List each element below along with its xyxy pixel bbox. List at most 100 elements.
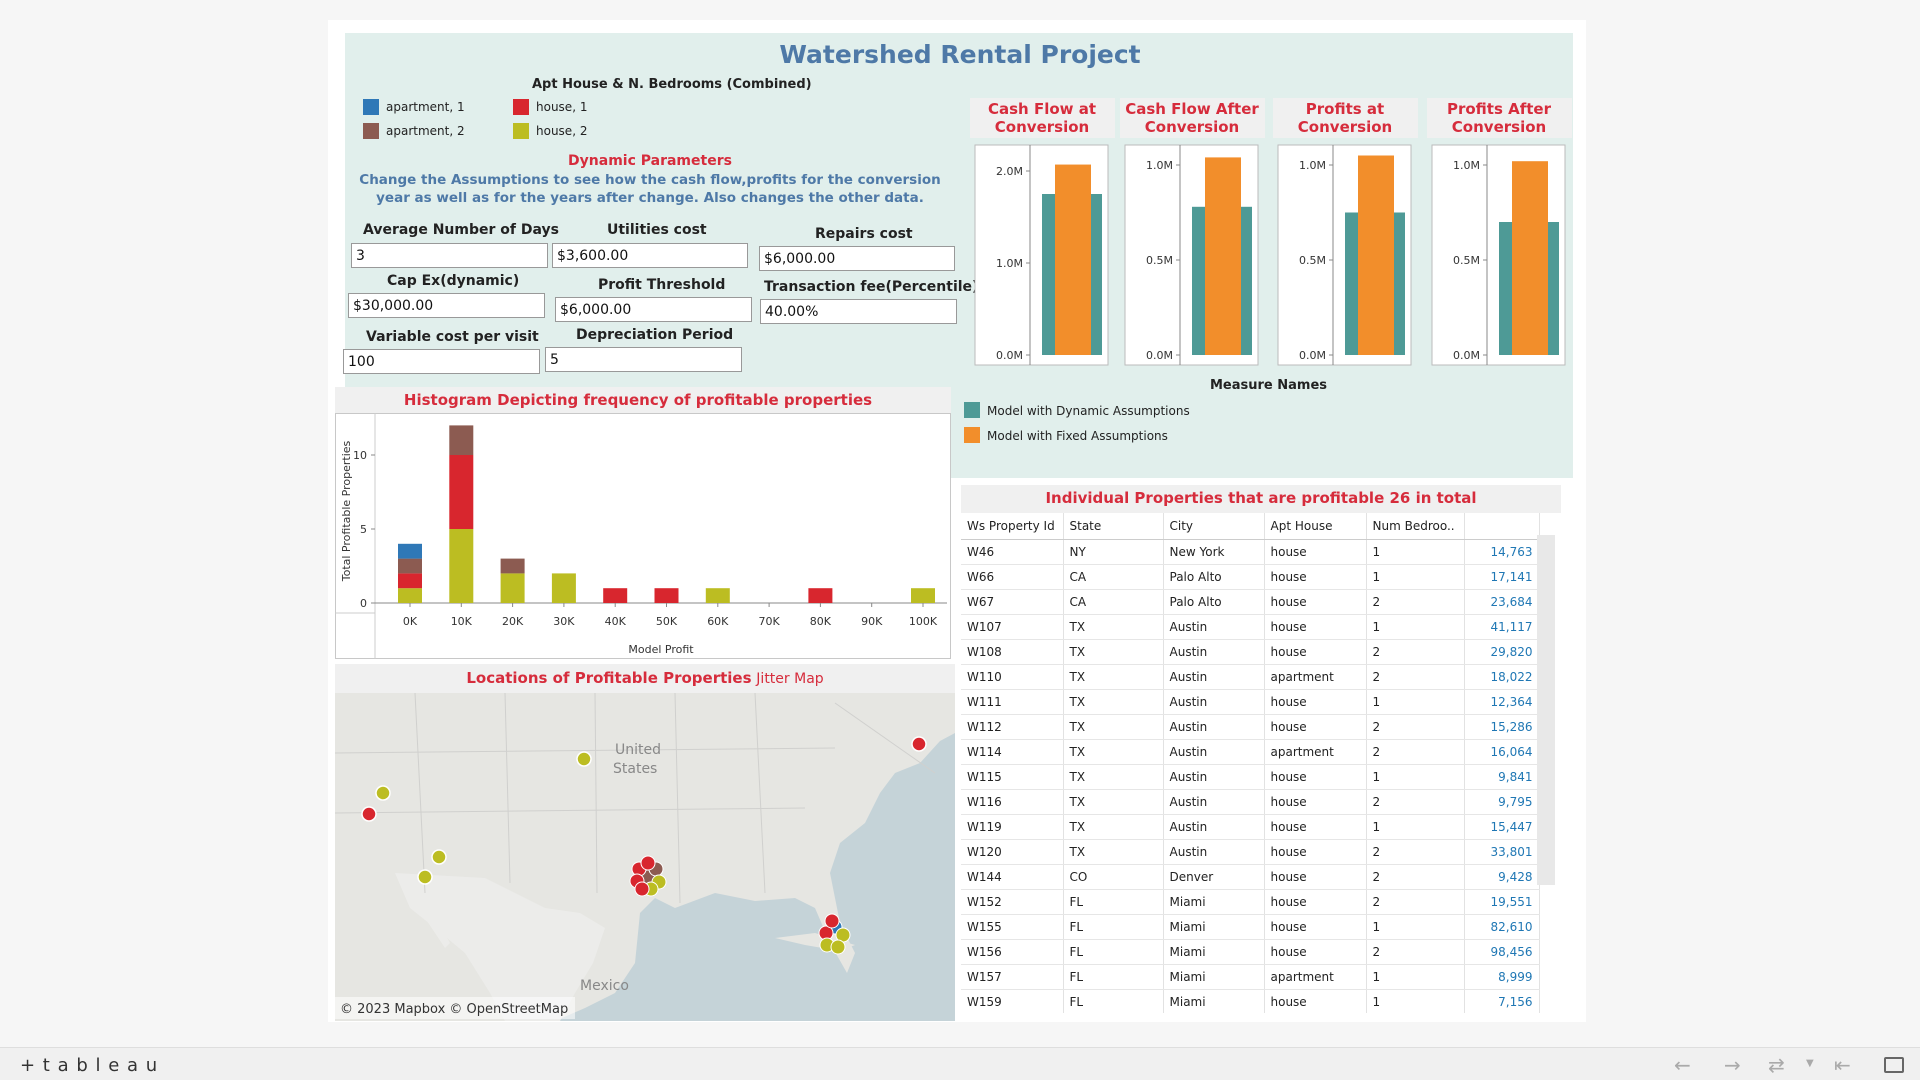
table-row[interactable]: W107 TX Austin house 1 41,117 bbox=[961, 614, 1540, 640]
legend-swatch-apartment-2[interactable] bbox=[363, 123, 379, 139]
header-state[interactable]: State bbox=[1063, 513, 1164, 540]
table-row[interactable]: W159 FL Miami house 1 7,156 bbox=[961, 989, 1540, 1013]
histogram-bar-segment[interactable] bbox=[449, 425, 474, 455]
map-attribution[interactable]: © 2023 Mapbox © OpenStreetMap bbox=[340, 1002, 568, 1017]
repairs-cost-input[interactable] bbox=[759, 246, 955, 271]
land-baja bbox=[413, 878, 450, 948]
variable-cost-input[interactable] bbox=[343, 349, 540, 374]
histogram-bar-segment[interactable] bbox=[603, 588, 628, 603]
table-row[interactable]: W120 TX Austin house 2 33,801 bbox=[961, 839, 1540, 865]
map-point-ca-1[interactable] bbox=[375, 785, 391, 801]
properties-table-container[interactable]: Ws Property Id State City Apt House Num … bbox=[961, 513, 1559, 1013]
legend-swatch-fixed[interactable] bbox=[964, 427, 980, 443]
legend-swatch-dynamic[interactable] bbox=[964, 402, 980, 418]
utilities-cost-input[interactable] bbox=[552, 243, 748, 268]
histogram-chart[interactable]: 10 5 0 Total Profitable Properties Model Pro… bbox=[335, 413, 951, 659]
table-cell: 1 bbox=[1366, 564, 1465, 590]
table-row[interactable]: W110 TX Austin apartment 2 18,022 bbox=[961, 664, 1540, 690]
map-cluster-miami[interactable] bbox=[818, 913, 851, 955]
transaction-fee-input[interactable] bbox=[760, 299, 957, 324]
capex-input[interactable] bbox=[348, 293, 545, 318]
table-row[interactable]: W108 TX Austin house 2 29,820 bbox=[961, 639, 1540, 665]
histogram-bar-segment[interactable] bbox=[911, 588, 935, 603]
fullscreen-icon[interactable] bbox=[1884, 1057, 1904, 1073]
header-num-bedrooms[interactable]: Num Bedroo.. bbox=[1366, 513, 1465, 540]
legend-label-house-2[interactable]: house, 2 bbox=[536, 124, 588, 138]
histogram-bar-segment[interactable] bbox=[654, 588, 679, 603]
histogram-bar-segment[interactable] bbox=[398, 543, 422, 559]
histogram-bar-segment[interactable] bbox=[449, 455, 474, 529]
histogram-title: Histogram Depicting frequency of profita… bbox=[403, 391, 873, 409]
depreciation-input[interactable] bbox=[545, 347, 742, 372]
histogram-bar-segment[interactable] bbox=[808, 588, 833, 603]
map-point-denver[interactable] bbox=[576, 751, 592, 767]
histogram-bar-segment[interactable] bbox=[398, 558, 422, 574]
legend-label-fixed[interactable]: Model with Fixed Assumptions bbox=[987, 429, 1168, 443]
table-row[interactable]: W111 TX Austin house 1 12,364 bbox=[961, 689, 1540, 715]
table-row[interactable]: W152 FL Miami house 2 19,551 bbox=[961, 889, 1540, 915]
table-row[interactable]: W144 CO Denver house 2 9,428 bbox=[961, 864, 1540, 890]
reset-icon[interactable]: ⇤ bbox=[1834, 1053, 1851, 1077]
map-canvas[interactable]: United States Mexico bbox=[335, 693, 955, 1021]
table-cell: TX bbox=[1063, 614, 1164, 640]
legend-swatch-apartment-1[interactable] bbox=[363, 99, 379, 115]
histogram-bar-segment[interactable] bbox=[500, 558, 525, 574]
map-point-new-york[interactable] bbox=[911, 736, 927, 752]
profit-threshold-input[interactable] bbox=[555, 297, 752, 322]
histogram-bar-segment[interactable] bbox=[551, 573, 576, 603]
histogram-bar-segment[interactable] bbox=[449, 529, 474, 603]
revert-icon[interactable]: ⇄ bbox=[1768, 1053, 1785, 1077]
table-cell-value: 18,022 bbox=[1463, 664, 1540, 690]
header-apt-house[interactable]: Apt House bbox=[1264, 513, 1367, 540]
legend-label-apartment-1[interactable]: apartment, 1 bbox=[386, 100, 465, 114]
mini-bar-fixed[interactable] bbox=[1055, 164, 1091, 355]
table-row[interactable]: W157 FL Miami apartment 1 8,999 bbox=[961, 964, 1540, 990]
mini-bar-fixed[interactable] bbox=[1358, 155, 1394, 356]
legend-label-dynamic[interactable]: Model with Dynamic Assumptions bbox=[987, 404, 1190, 418]
map-cluster-austin[interactable] bbox=[629, 855, 667, 897]
redo-icon[interactable]: → bbox=[1724, 1053, 1741, 1077]
header-property-id[interactable]: Ws Property Id bbox=[961, 513, 1064, 540]
table-cell: 1 bbox=[1366, 914, 1465, 940]
histogram-bar-segment[interactable] bbox=[398, 573, 422, 589]
legend-swatch-house-1[interactable] bbox=[513, 99, 529, 115]
table-row[interactable]: W67 CA Palo Alto house 2 23,684 bbox=[961, 589, 1540, 615]
table-cell: CA bbox=[1063, 589, 1164, 615]
table-cell: TX bbox=[1063, 639, 1164, 665]
table-scrollbar[interactable] bbox=[1537, 535, 1555, 885]
table-row[interactable]: W46 NY New York house 1 14,763 bbox=[961, 539, 1540, 565]
tableau-logo[interactable]: + t a b l e a u bbox=[20, 1055, 159, 1076]
header-city[interactable]: City bbox=[1163, 513, 1265, 540]
table-row[interactable]: W115 TX Austin house 1 9,841 bbox=[961, 764, 1540, 790]
undo-icon[interactable]: ← bbox=[1674, 1053, 1691, 1077]
profitable-properties-map[interactable]: United States Mexico bbox=[335, 693, 955, 1021]
table-row[interactable]: W116 TX Austin house 2 9,795 bbox=[961, 789, 1540, 815]
table-row[interactable]: W156 FL Miami house 2 98,456 bbox=[961, 939, 1540, 965]
map-point-ca-3[interactable] bbox=[431, 849, 447, 865]
table-cell: 1 bbox=[1366, 814, 1465, 840]
table-cell: 2 bbox=[1366, 839, 1465, 865]
table-row[interactable]: W114 TX Austin apartment 2 16,064 bbox=[961, 739, 1540, 765]
mini-bar-fixed[interactable] bbox=[1512, 161, 1548, 355]
table-row[interactable]: W112 TX Austin house 2 15,286 bbox=[961, 714, 1540, 740]
map-point-ca-2[interactable] bbox=[361, 806, 377, 822]
histogram-bar-segment[interactable] bbox=[500, 573, 525, 603]
avg-days-input[interactable] bbox=[351, 243, 548, 268]
table-row[interactable]: W119 TX Austin house 1 15,447 bbox=[961, 814, 1540, 840]
legend-label-apartment-2[interactable]: apartment, 2 bbox=[386, 124, 465, 138]
histogram-bar-segment[interactable] bbox=[398, 588, 422, 603]
table-row[interactable]: W155 FL Miami house 1 82,610 bbox=[961, 914, 1540, 940]
legend-label-house-1[interactable]: house, 1 bbox=[536, 100, 588, 114]
table-row[interactable]: W66 CA Palo Alto house 1 17,141 bbox=[961, 564, 1540, 590]
chevron-down-icon[interactable]: ▼ bbox=[1806, 1058, 1814, 1069]
legend-swatch-house-2[interactable] bbox=[513, 123, 529, 139]
map-point-ca-4[interactable] bbox=[417, 869, 433, 885]
table-cell: W157 bbox=[961, 964, 1064, 990]
histogram-bar-segment[interactable] bbox=[705, 588, 730, 603]
mini-bar-fixed[interactable] bbox=[1205, 157, 1241, 355]
table-header-row: Ws Property Id State City Apt House Num … bbox=[961, 513, 1540, 540]
